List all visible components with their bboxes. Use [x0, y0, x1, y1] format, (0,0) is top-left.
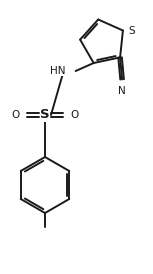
- Text: HN: HN: [50, 66, 66, 76]
- Text: S: S: [40, 109, 50, 121]
- Text: O: O: [70, 110, 78, 120]
- Text: O: O: [12, 110, 20, 120]
- Text: S: S: [128, 25, 134, 36]
- Text: N: N: [118, 86, 126, 96]
